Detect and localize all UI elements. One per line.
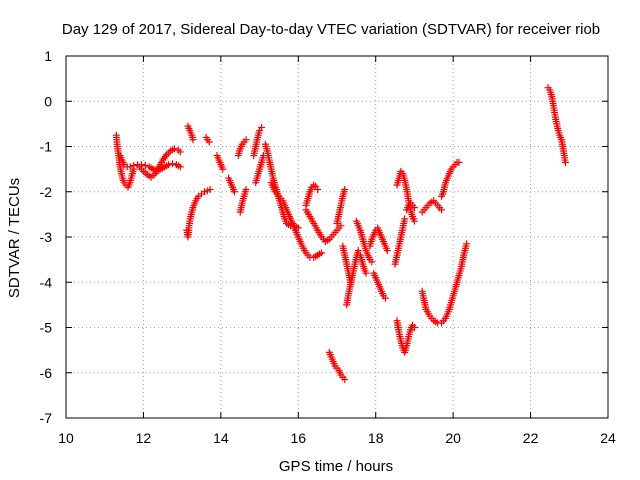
data-point [168, 160, 176, 168]
data-point [141, 162, 149, 170]
chart-title: Day 129 of 2017, Sidereal Day-to-day VTE… [62, 21, 600, 38]
data-point [314, 185, 322, 193]
x-tick-label: 20 [445, 430, 461, 446]
data-point [401, 215, 409, 223]
data-point [230, 188, 238, 196]
data-point [410, 217, 418, 225]
data-point [337, 222, 345, 230]
y-tick-label: -4 [40, 274, 53, 290]
y-tick-label: -7 [40, 410, 53, 426]
data-point [130, 162, 138, 170]
x-tick-label: 24 [600, 430, 616, 446]
data-point [219, 165, 227, 173]
y-tick-label: -1 [40, 139, 53, 155]
data-point [438, 206, 446, 214]
data-point [189, 136, 197, 144]
x-tick-label: 10 [58, 430, 74, 446]
data-point [341, 185, 349, 193]
ticks: 10 12 14 16 18 20 22 24 -7 -6 -5 -4 -3 -2 -1 0 1 [40, 48, 616, 446]
y-tick-label: -3 [40, 229, 53, 245]
data-point [383, 247, 391, 255]
y-tick-label: 1 [44, 48, 52, 64]
x-tick-label: 14 [213, 430, 229, 446]
data-point [176, 163, 184, 171]
x-tick-label: 12 [136, 430, 152, 446]
data-point [242, 136, 250, 144]
data-point [258, 123, 266, 131]
x-axis-label: GPS time / hours [279, 458, 393, 475]
data-point [126, 163, 134, 171]
data-series [112, 84, 569, 384]
data-point [561, 158, 569, 166]
data-point [368, 258, 376, 266]
data-point [170, 145, 178, 153]
x-tick-label: 22 [523, 430, 539, 446]
data-point [318, 249, 326, 257]
data-point [455, 158, 463, 166]
data-point [341, 376, 349, 384]
y-tick-label: -5 [40, 320, 53, 336]
y-axis-label: SDTVAR / TECUs [6, 178, 23, 298]
data-point [354, 247, 362, 255]
data-point [362, 269, 370, 277]
data-point [176, 148, 184, 156]
y-tick-label: -6 [40, 365, 53, 381]
data-point [410, 324, 418, 331]
data-point [165, 161, 173, 169]
data-point [381, 294, 389, 302]
data-point [242, 185, 250, 193]
y-tick-label: 0 [44, 93, 52, 109]
y-tick-label: -2 [40, 184, 53, 200]
data-point [205, 138, 213, 146]
data-point [410, 204, 418, 212]
x-tick-label: 16 [290, 430, 306, 446]
data-point [463, 240, 471, 248]
plot-frame [65, 55, 609, 419]
data-point [206, 185, 214, 193]
x-tick-label: 18 [368, 430, 384, 446]
